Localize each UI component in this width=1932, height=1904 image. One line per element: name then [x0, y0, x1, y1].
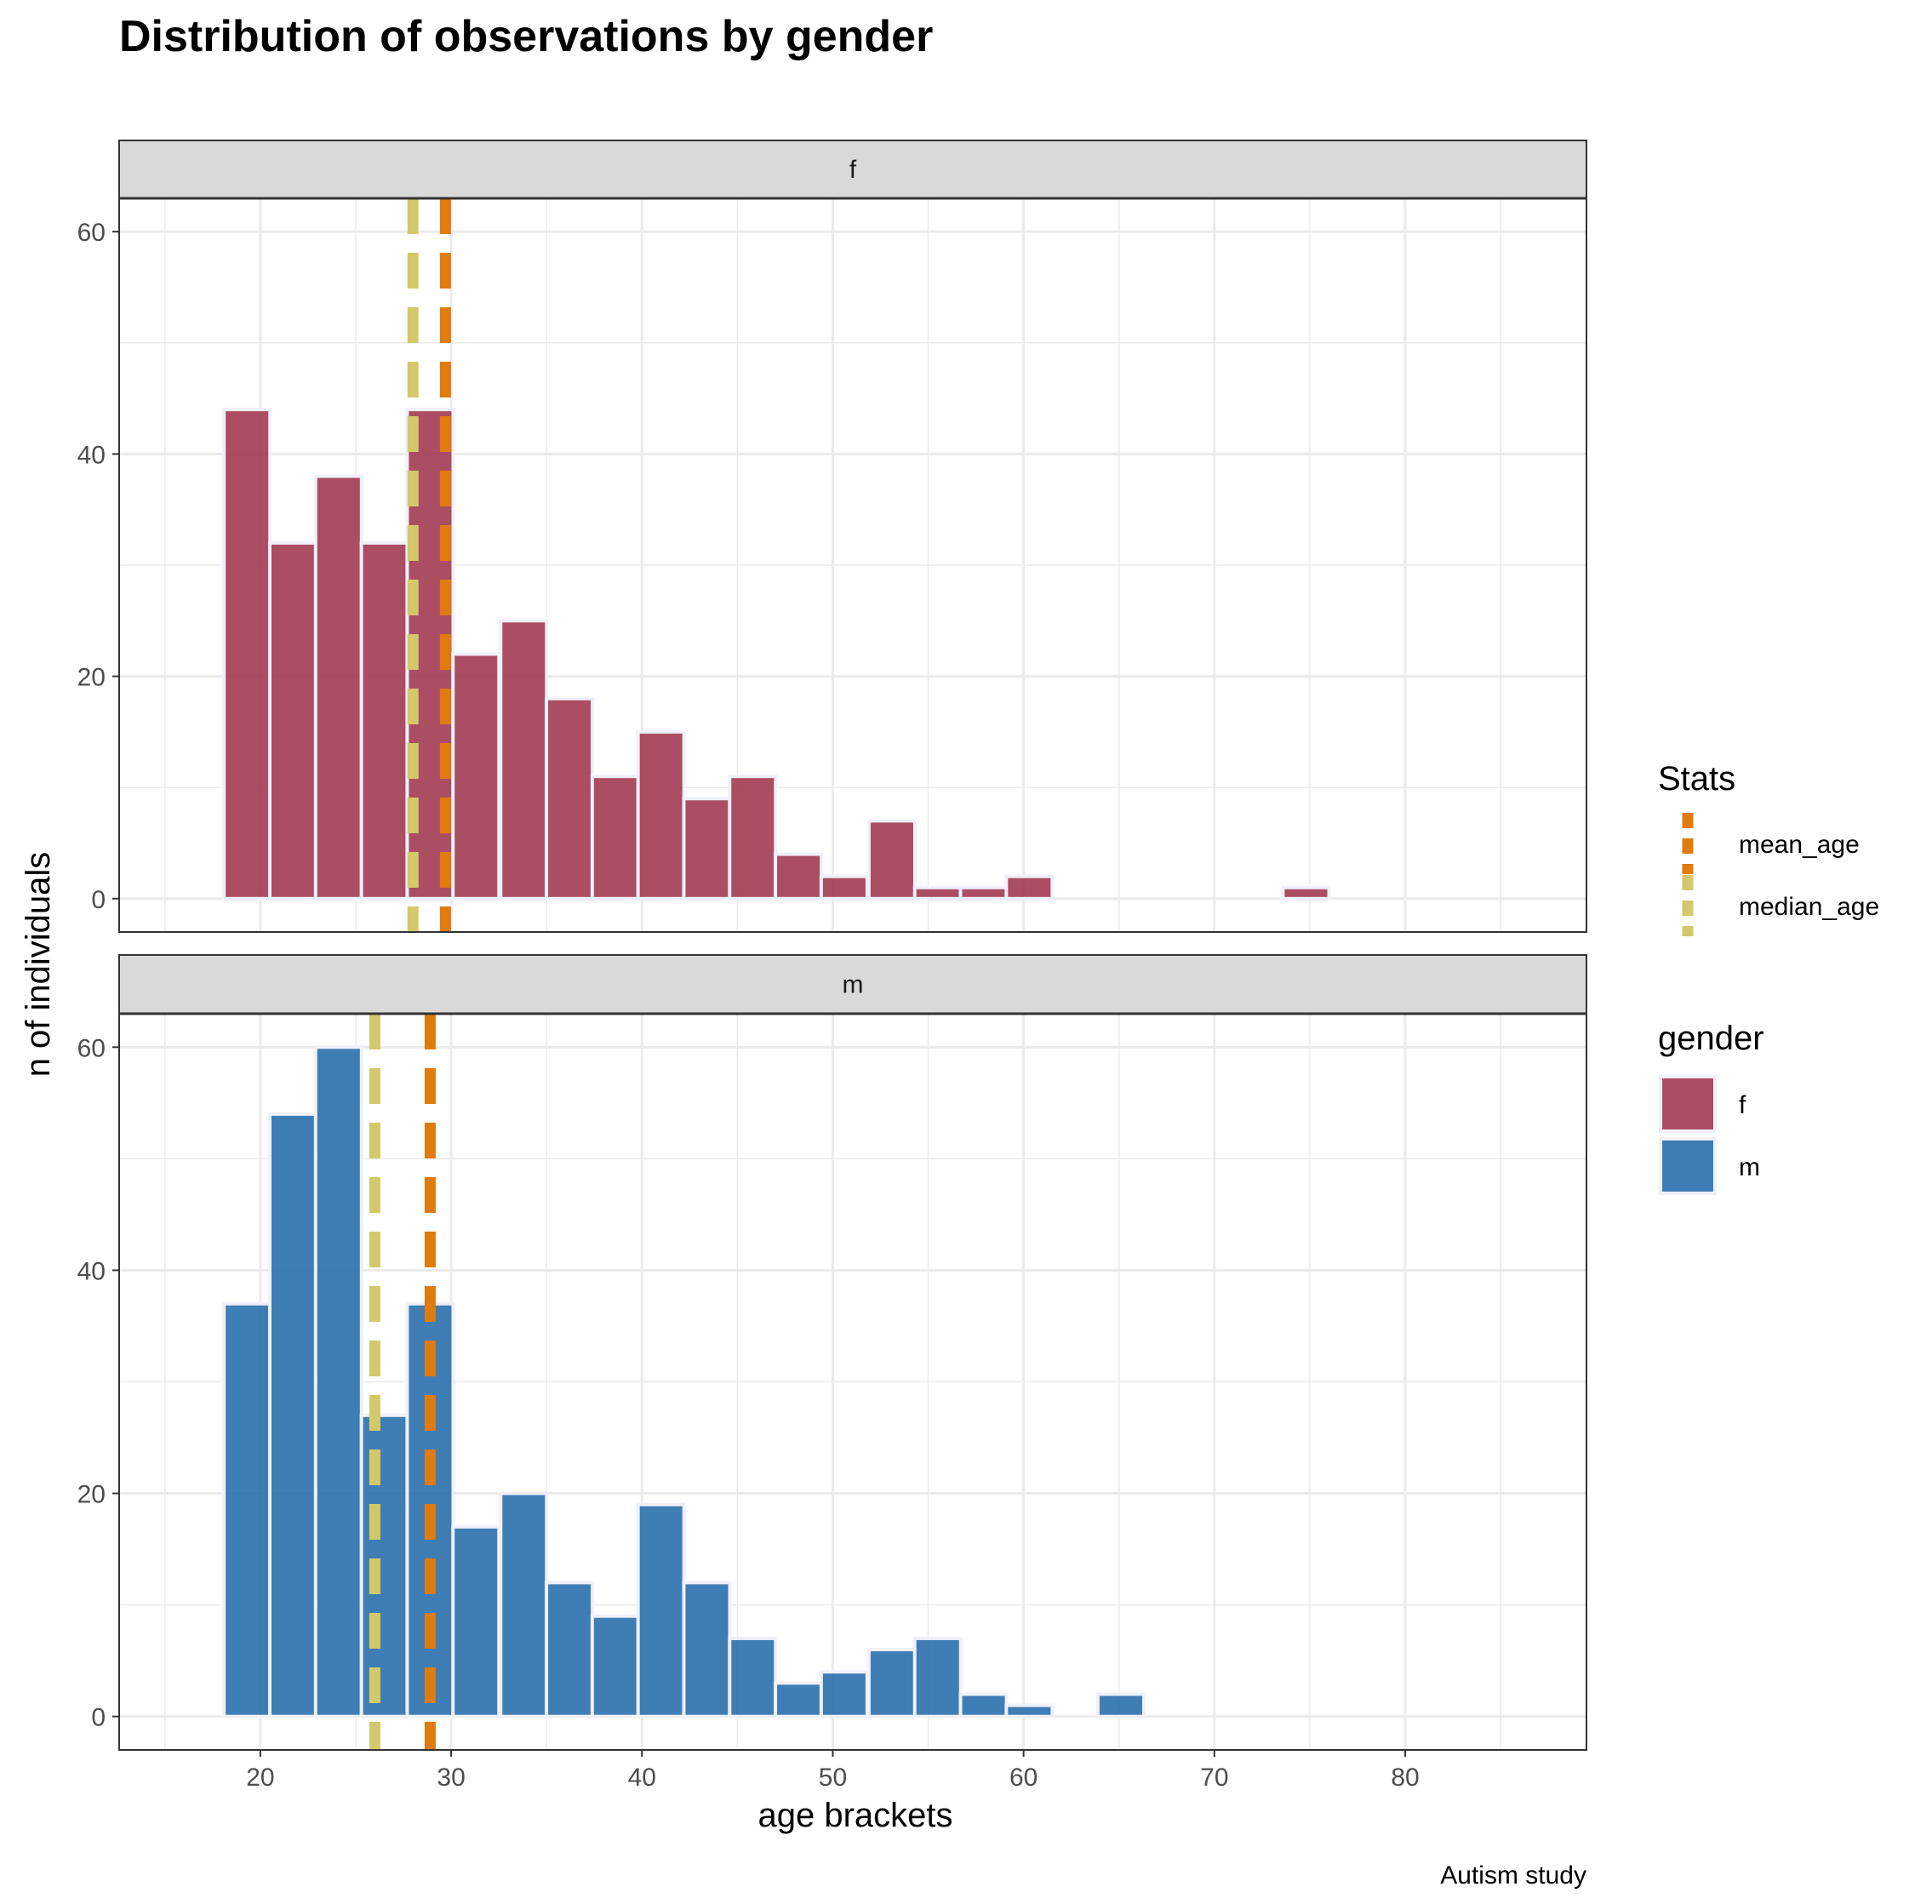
histogram-bar: [912, 1636, 963, 1718]
histogram-bar: [451, 652, 501, 901]
histogram-bar: [1281, 885, 1331, 901]
facet-strip-m: [118, 954, 1587, 1015]
chart-caption: Autism study: [1440, 1861, 1586, 1890]
legend-title-gender: gender: [1658, 1020, 1764, 1057]
y-tick-label: 0: [91, 886, 106, 914]
histogram-bar: [222, 408, 272, 901]
y-tick-label: 0: [91, 1704, 106, 1732]
x-tick-label: 30: [437, 1764, 465, 1792]
facet-panel-m: m 0 20 40 60: [77, 954, 1587, 1751]
facet-panels: f 0 20 40 60 m 0 20 40 60: [77, 140, 1587, 1751]
legend-label-median-age: median_age: [1739, 893, 1879, 921]
histogram-bar: [682, 1581, 732, 1718]
facet-strip-label: m: [843, 971, 864, 999]
x-tick-label: 20: [246, 1764, 274, 1792]
y-tick-label: 20: [77, 1481, 106, 1509]
legend-label-gender-m: m: [1739, 1153, 1760, 1181]
histogram-bar: [819, 874, 869, 901]
legend-label-gender-f: f: [1739, 1091, 1746, 1119]
y-tick-label: 40: [77, 441, 106, 469]
legend-title-stats: Stats: [1658, 760, 1735, 798]
histogram-bar: [1004, 874, 1055, 901]
histogram-bar: [222, 1301, 272, 1718]
y-axis-title: n of individuals: [20, 852, 57, 1078]
legend-label-mean-age: mean_age: [1739, 831, 1860, 859]
histogram-bar: [774, 1681, 824, 1718]
chart-title: Distribution of observations by gender: [119, 12, 933, 61]
histogram-bar: [636, 729, 686, 901]
histogram-bar: [590, 1614, 640, 1718]
histogram-bar: [636, 1502, 686, 1718]
histogram-bar: [682, 797, 732, 901]
x-axis: 20 30 40 50 60 70 80: [246, 1750, 1420, 1792]
histogram-bar: [1095, 1692, 1146, 1718]
histogram-bar: [912, 885, 963, 901]
histogram-bar: [1004, 1703, 1055, 1718]
histogram-bar: [313, 474, 363, 901]
histogram-bar: [819, 1670, 869, 1718]
x-tick-label: 40: [628, 1764, 656, 1792]
x-tick-label: 80: [1391, 1764, 1419, 1792]
histogram-bar: [866, 1648, 917, 1718]
y-tick-label: 40: [77, 1257, 106, 1285]
x-axis-title: age brackets: [757, 1797, 952, 1834]
histogram-bar: [451, 1524, 501, 1718]
facet-strip-label: f: [849, 156, 857, 184]
legend-key-gender-f: [1659, 1075, 1717, 1133]
histogram-bar: [958, 1692, 1009, 1718]
histogram-bar: [499, 1491, 549, 1718]
histogram-bar: [774, 852, 824, 901]
y-tick-label: 20: [77, 664, 106, 692]
x-tick-label: 70: [1200, 1764, 1228, 1792]
x-tick-label: 50: [819, 1764, 847, 1792]
histogram-bar: [313, 1045, 363, 1718]
histogram-bar: [359, 540, 409, 901]
histogram-bar: [545, 696, 595, 901]
legend-key-gender-m: [1659, 1137, 1717, 1195]
histogram-bar: [728, 775, 778, 901]
histogram-bar: [267, 1112, 318, 1718]
histogram-bar: [958, 885, 1009, 901]
histogram-bar: [728, 1636, 778, 1718]
facet-strip-f: [118, 140, 1587, 199]
histogram-bar: [499, 619, 549, 901]
histogram-bar: [359, 1413, 409, 1718]
histogram-bar: [267, 540, 318, 901]
histogram-bar: [545, 1581, 595, 1718]
y-tick-label: 60: [77, 219, 106, 247]
histogram-bar: [590, 775, 640, 901]
histogram-bar: [866, 819, 917, 901]
x-tick-label: 60: [1009, 1764, 1037, 1792]
y-tick-label: 60: [77, 1034, 106, 1062]
facet-panel-f: f 0 20 40 60: [77, 140, 1587, 933]
